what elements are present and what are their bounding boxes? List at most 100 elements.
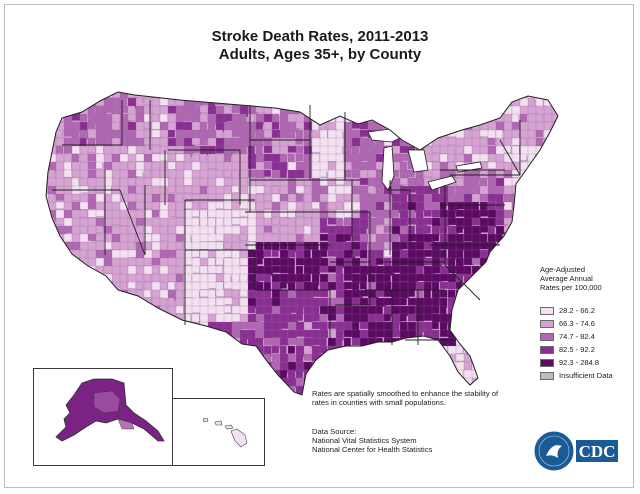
county-cell — [503, 377, 512, 387]
county-cell — [151, 321, 162, 333]
county-cell — [487, 377, 499, 388]
county-cell — [431, 305, 440, 314]
county-cell — [247, 92, 255, 101]
county-cell — [535, 393, 545, 395]
county-cell — [199, 345, 210, 357]
county-cell — [463, 329, 474, 341]
county-cell — [47, 121, 59, 130]
county-cell — [423, 113, 432, 123]
county-cell — [487, 361, 500, 373]
county-cell — [391, 353, 400, 365]
county-cell — [407, 113, 419, 124]
county-cell — [319, 369, 329, 379]
county-cell — [343, 321, 354, 331]
county-cell — [287, 169, 297, 179]
county-cell — [415, 345, 427, 357]
county-cell — [223, 217, 232, 227]
county-cell — [95, 161, 103, 169]
legend-swatch — [540, 306, 554, 315]
county-cell — [183, 369, 192, 381]
county-cell — [423, 321, 433, 331]
county-cell — [423, 281, 432, 291]
county-cell — [391, 121, 403, 132]
county-cell — [79, 273, 87, 281]
source-heading: Data Source: — [312, 427, 357, 436]
county-cell — [439, 289, 448, 298]
county-cell — [223, 225, 234, 235]
county-cell — [415, 129, 427, 138]
county-cell — [543, 385, 551, 395]
county-cell — [183, 377, 195, 387]
county-cell — [487, 321, 497, 332]
county-cell — [568, 250, 577, 258]
county-cell — [511, 193, 520, 204]
county-cell — [47, 193, 55, 204]
county-cell — [551, 185, 558, 196]
hhs-seal-ring — [538, 435, 570, 467]
county-cell — [455, 329, 468, 342]
county-cell — [423, 369, 433, 380]
county-cell — [415, 92, 424, 101]
county-cell — [335, 177, 346, 186]
county-cell — [399, 113, 411, 122]
county-cell — [127, 113, 136, 121]
county-cell — [407, 177, 417, 186]
county-cell — [399, 121, 410, 131]
county-cell — [303, 273, 311, 282]
county-cell — [455, 241, 466, 251]
county-cell — [519, 185, 530, 195]
legend-item: 28.2 - 66.2 — [540, 304, 635, 317]
county-cell — [383, 217, 394, 225]
county-cell — [263, 169, 272, 177]
county-cell — [119, 121, 129, 131]
county-cell — [479, 97, 490, 106]
county-cell — [159, 257, 169, 267]
county-cell — [127, 297, 138, 308]
hawaii-island-4 — [230, 428, 248, 448]
county-cell — [343, 377, 353, 389]
county-cell — [487, 257, 496, 268]
county-cell — [87, 313, 100, 324]
county-cell — [191, 337, 201, 346]
county-cell — [239, 377, 249, 387]
county-cell — [343, 193, 352, 201]
county-cell — [535, 193, 545, 206]
county-cell — [455, 273, 464, 283]
county-cell — [383, 369, 394, 379]
county-cell — [479, 273, 488, 285]
county-cell — [527, 169, 538, 179]
county-cell — [568, 98, 575, 105]
county-cell — [479, 92, 490, 101]
county-cell — [295, 145, 304, 154]
county-cell — [511, 337, 522, 349]
county-cell — [191, 369, 203, 380]
county-cell — [359, 241, 368, 251]
county-cell — [55, 321, 66, 333]
county-cell — [511, 281, 523, 289]
county-cell — [215, 281, 224, 291]
county-cell — [487, 225, 495, 235]
county-cell — [471, 97, 480, 110]
county-cell — [399, 177, 408, 185]
county-cell — [439, 321, 448, 331]
county-cell — [543, 225, 556, 234]
county-cell — [511, 305, 523, 316]
county-cell — [119, 353, 129, 363]
county-cell — [71, 281, 83, 289]
county-cell — [135, 329, 144, 339]
county-cell — [239, 273, 248, 283]
county-cell — [111, 289, 120, 299]
county-cell — [519, 321, 529, 330]
county-cell — [287, 337, 297, 345]
county-cell — [191, 265, 200, 274]
county-cell — [327, 97, 339, 109]
county-cell — [263, 385, 273, 395]
county-cell — [407, 209, 416, 218]
county-cell — [503, 313, 512, 325]
county-cell — [287, 97, 297, 109]
county-cell — [519, 297, 530, 307]
county-cell — [95, 281, 104, 292]
county-cell — [199, 113, 208, 123]
county-cell — [215, 257, 224, 266]
county-cell — [215, 217, 224, 228]
